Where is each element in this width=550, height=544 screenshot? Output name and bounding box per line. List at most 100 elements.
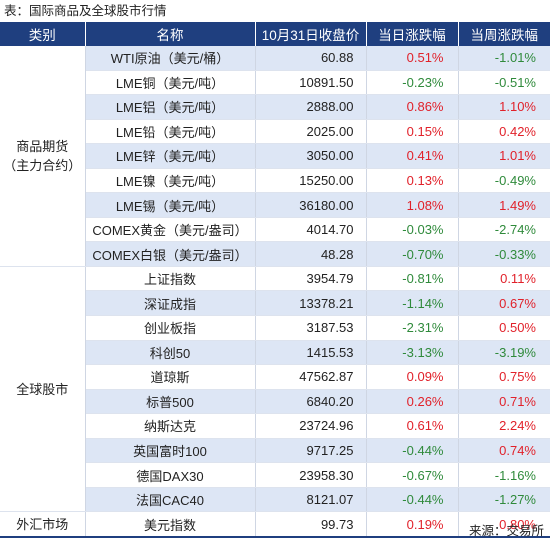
close-price: 3954.79 — [255, 266, 367, 292]
header-category: 类别 — [0, 22, 86, 46]
day-change: -0.81% — [366, 266, 459, 292]
instrument-name: 英国富时100 — [85, 438, 256, 464]
close-price: 23724.96 — [255, 413, 367, 439]
week-change: -0.49% — [458, 168, 550, 194]
week-change: 0.67% — [458, 290, 550, 317]
table-row: LME锡（美元/吨） 36180.00 1.08% 1.49% — [0, 192, 550, 218]
instrument-name: COMEX黄金（美元/盎司） — [85, 217, 256, 243]
instrument-name: 德国DAX30 — [85, 462, 256, 488]
day-change: -1.14% — [366, 290, 459, 317]
table-row: COMEX黄金（美元/盎司） 4014.70 -0.03% -2.74% — [0, 217, 550, 243]
header-name: 名称 — [85, 22, 256, 46]
close-price: 2888.00 — [255, 94, 367, 120]
day-change: 0.41% — [366, 143, 459, 169]
category-label: 商品期货 （主力合约） — [3, 138, 82, 173]
table-row: 德国DAX30 23958.30 -0.67% -1.16% — [0, 462, 550, 488]
category-cell: 外汇市场 — [0, 511, 86, 538]
week-change: 2.24% — [458, 413, 550, 439]
close-price: 1415.53 — [255, 340, 367, 366]
table-row: LME锌（美元/吨） 3050.00 0.41% 1.01% — [0, 143, 550, 169]
close-price: 2025.00 — [255, 119, 367, 145]
table-row: LME铜（美元/吨） 10891.50 -0.23% -0.51% — [0, 70, 550, 96]
day-change: -0.03% — [366, 217, 459, 243]
close-price: 10891.50 — [255, 70, 367, 96]
week-change: 1.01% — [458, 143, 550, 169]
instrument-name: LME锌（美元/吨） — [85, 143, 256, 169]
week-change: 0.11% — [458, 266, 550, 292]
instrument-name: 美元指数 — [85, 511, 256, 538]
instrument-name: 上证指数 — [85, 266, 256, 292]
header-day-change: 当日涨跌幅 — [366, 22, 459, 46]
table-row: 创业板指 3187.53 -2.31% 0.50% — [0, 315, 550, 341]
close-price: 60.88 — [255, 46, 367, 71]
day-change: 0.26% — [366, 389, 459, 415]
close-price: 3187.53 — [255, 315, 367, 341]
day-change: 0.13% — [366, 168, 459, 194]
day-change: 0.86% — [366, 94, 459, 120]
table-row: 道琼斯 47562.87 0.09% 0.75% — [0, 364, 550, 390]
instrument-name: LME铝（美元/吨） — [85, 94, 256, 120]
day-change: 0.51% — [366, 46, 459, 71]
day-change: -0.44% — [366, 487, 459, 513]
table-row: 标普500 6840.20 0.26% 0.71% — [0, 389, 550, 415]
week-change: -0.51% — [458, 70, 550, 96]
close-price: 47562.87 — [255, 364, 367, 390]
day-change: -3.13% — [366, 340, 459, 366]
close-price: 99.73 — [255, 511, 367, 538]
category-cell: 全球股市 — [0, 266, 86, 513]
week-change: -3.19% — [458, 340, 550, 366]
instrument-name: 创业板指 — [85, 315, 256, 341]
day-change: -2.31% — [366, 315, 459, 341]
table-row: LME镍（美元/吨） 15250.00 0.13% -0.49% — [0, 168, 550, 194]
category-label: 全球股市 — [16, 381, 69, 397]
instrument-name: 纳斯达克 — [85, 413, 256, 439]
week-change: 0.71% — [458, 389, 550, 415]
table-row: 外汇市场 美元指数 99.73 0.19% 0.80% — [0, 511, 550, 538]
table-row: LME铝（美元/吨） 2888.00 0.86% 1.10% — [0, 94, 550, 120]
close-price: 13378.21 — [255, 290, 367, 317]
close-price: 8121.07 — [255, 487, 367, 513]
market-table: 类别 名称 10月31日收盘价 当日涨跌幅 当周涨跌幅 商品期货 （主力合约） W… — [0, 22, 550, 538]
header-row: 类别 名称 10月31日收盘价 当日涨跌幅 当周涨跌幅 — [0, 22, 550, 46]
day-change: -0.67% — [366, 462, 459, 488]
close-price: 48.28 — [255, 241, 367, 267]
instrument-name: LME锡（美元/吨） — [85, 192, 256, 218]
close-price: 9717.25 — [255, 438, 367, 464]
table-row: 法国CAC40 8121.07 -0.44% -1.27% — [0, 487, 550, 513]
close-price: 3050.00 — [255, 143, 367, 169]
table-row: LME铅（美元/吨） 2025.00 0.15% 0.42% — [0, 119, 550, 145]
instrument-name: LME镍（美元/吨） — [85, 168, 256, 194]
week-change: 0.75% — [458, 364, 550, 390]
day-change: 0.15% — [366, 119, 459, 145]
instrument-name: WTI原油（美元/桶） — [85, 46, 256, 71]
week-change: 0.80% — [458, 511, 550, 538]
day-change: -0.70% — [366, 241, 459, 267]
category-cell: 商品期货 （主力合约） — [0, 46, 86, 267]
header-week-change: 当周涨跌幅 — [458, 22, 550, 46]
instrument-name: 深证成指 — [85, 290, 256, 317]
day-change: 1.08% — [366, 192, 459, 218]
instrument-name: 科创50 — [85, 340, 256, 366]
source-note: 来源：交易所 — [468, 524, 544, 538]
close-price: 4014.70 — [255, 217, 367, 243]
close-price: 6840.20 — [255, 389, 367, 415]
week-change: -1.01% — [458, 46, 550, 71]
table-row: 纳斯达克 23724.96 0.61% 2.24% — [0, 413, 550, 439]
week-change: -0.33% — [458, 241, 550, 267]
week-change: -2.74% — [458, 217, 550, 243]
table-row: COMEX白银（美元/盎司） 48.28 -0.70% -0.33% — [0, 241, 550, 267]
instrument-name: LME铜（美元/吨） — [85, 70, 256, 96]
instrument-name: COMEX白银（美元/盎司） — [85, 241, 256, 267]
instrument-name: 法国CAC40 — [85, 487, 256, 513]
week-change: 1.10% — [458, 94, 550, 120]
week-change: 1.49% — [458, 192, 550, 218]
week-change: -1.27% — [458, 487, 550, 513]
close-price: 15250.00 — [255, 168, 367, 194]
day-change: -0.23% — [366, 70, 459, 96]
table-row: 科创50 1415.53 -3.13% -3.19% — [0, 340, 550, 366]
table-body: 商品期货 （主力合约） WTI原油（美元/桶） 60.88 0.51% -1.01% LM… — [0, 46, 550, 538]
close-price: 23958.30 — [255, 462, 367, 488]
table-row: 全球股市 上证指数 3954.79 -0.81% 0.11% — [0, 266, 550, 513]
day-change: 0.09% — [366, 364, 459, 390]
instrument-name: LME铅（美元/吨） — [85, 119, 256, 145]
